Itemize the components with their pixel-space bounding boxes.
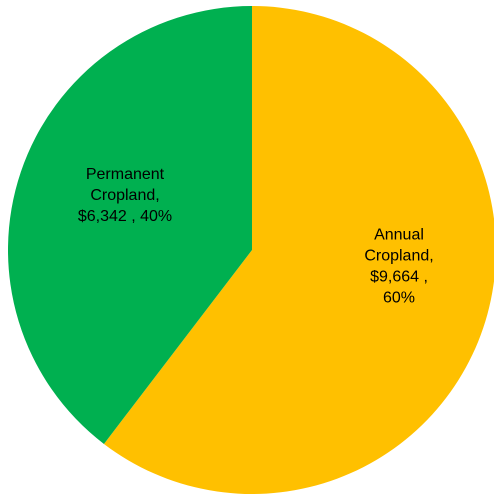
slice-label-annual-cropland: Annual Cropland, $9,664 , 60% [364,227,433,307]
slice-label-line: 60% [383,290,415,307]
pie-slice-permanent-cropland [8,6,252,444]
slice-label-permanent-cropland: Permanent Cropland, $6,342 , 40% [78,166,172,225]
slice-label-line: Permanent [86,166,165,183]
slice-label-line: $6,342 , 40% [78,208,172,225]
slice-label-line: Annual [374,227,424,244]
slice-label-line: $9,664 , [370,269,428,286]
pie-slice-annual-cropland [103,6,494,494]
slice-label-line: Cropland, [364,248,433,265]
slice-label-line: Cropland, [90,187,159,204]
